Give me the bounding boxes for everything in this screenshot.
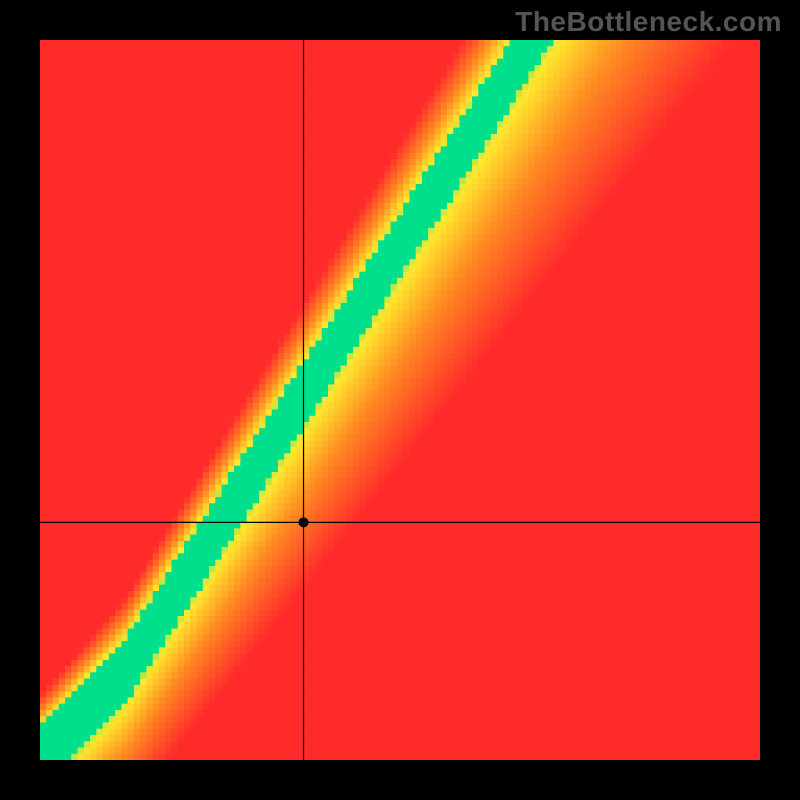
bottleneck-heatmap xyxy=(0,0,800,800)
watermark-text: TheBottleneck.com xyxy=(515,6,782,38)
